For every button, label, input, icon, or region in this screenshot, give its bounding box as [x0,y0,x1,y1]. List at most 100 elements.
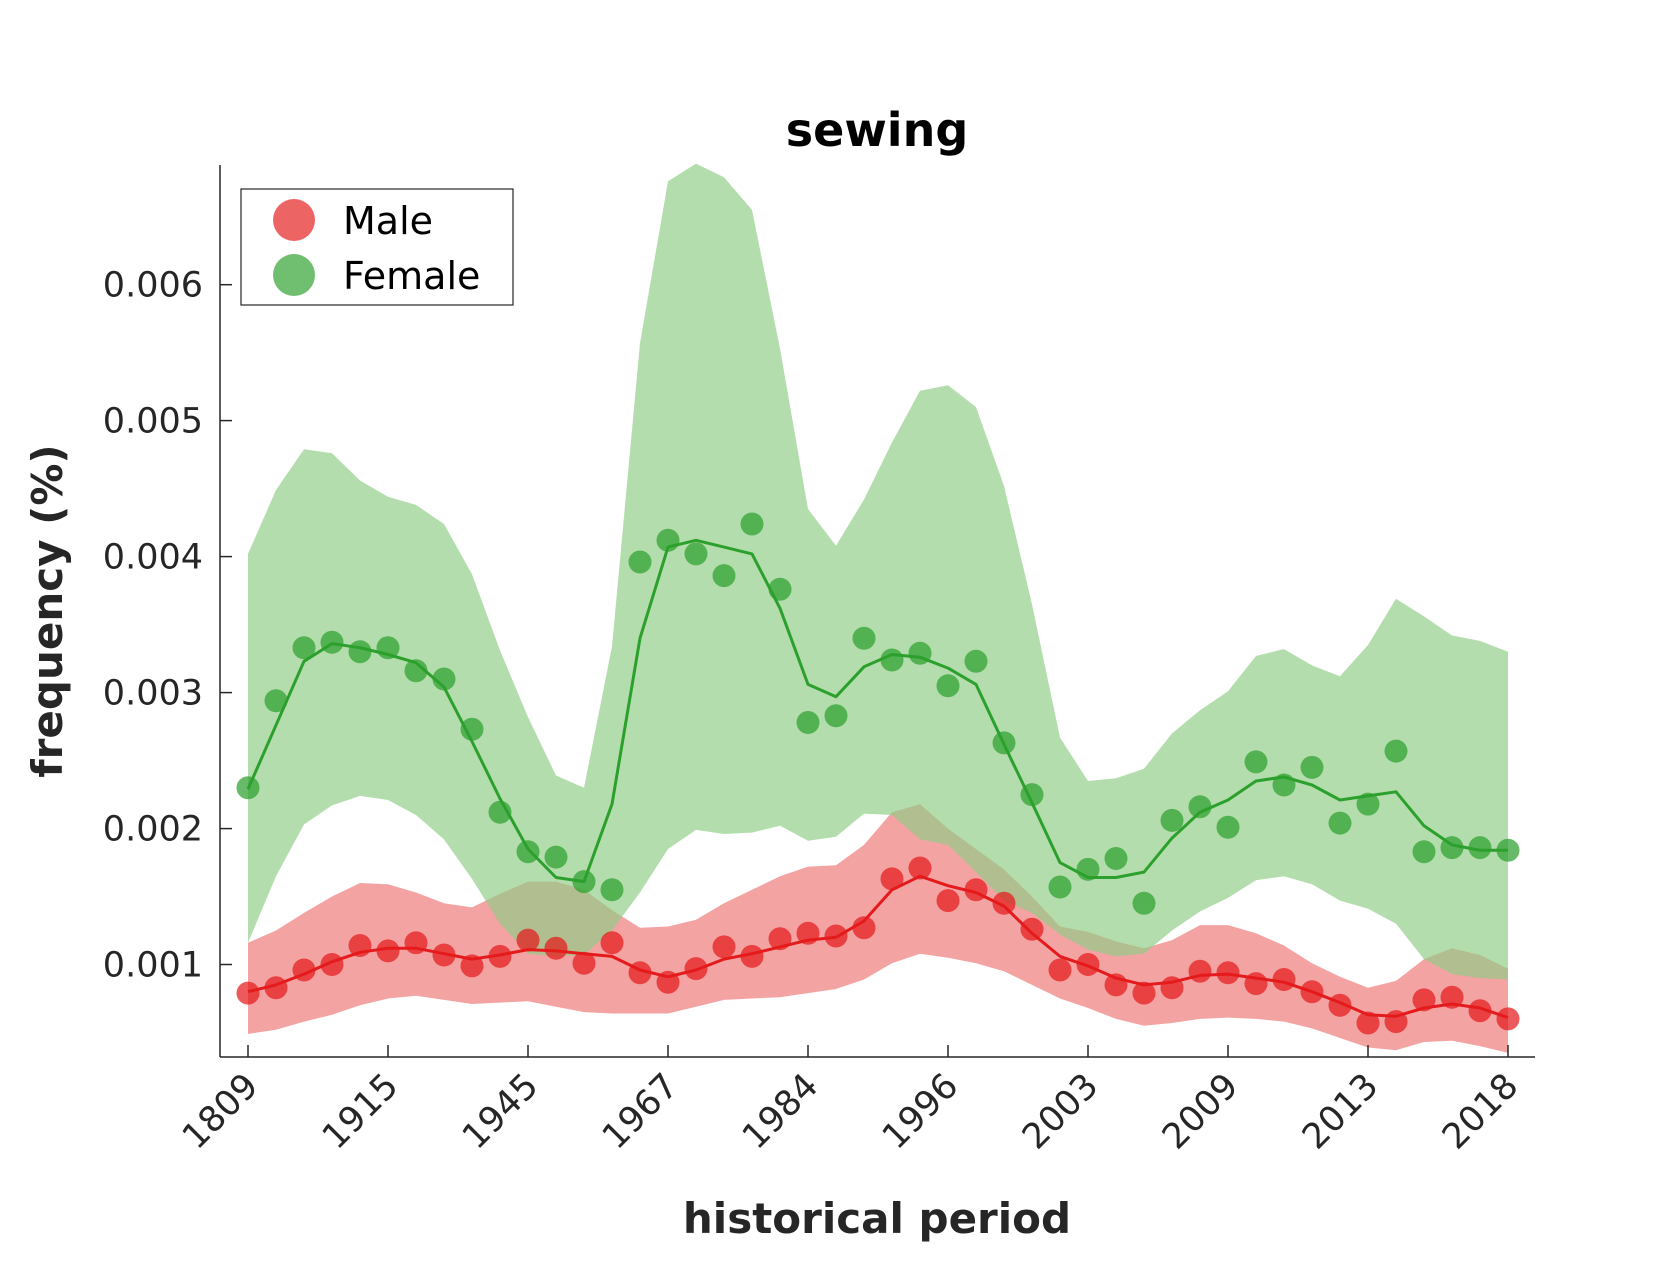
male-point [404,931,428,955]
male-point [1300,980,1324,1004]
male-point [684,957,708,981]
male-point [796,921,820,945]
male-point [236,981,260,1005]
male-point [1412,988,1436,1012]
female-point [1496,838,1520,862]
male-point [1020,917,1044,941]
male-point [264,976,288,1000]
x-tick-label: 2013 [1295,1066,1386,1157]
male-trend-line [247,874,1509,1020]
female-point [1020,783,1044,807]
data-points [236,512,1520,1035]
female-point [628,550,652,574]
female-point [824,704,848,728]
female-point [348,640,372,664]
male-point [1244,972,1268,996]
y-tick-label: 0.002 [103,810,203,850]
female-point [516,840,540,864]
female-point [964,649,988,673]
legend-marker-male [273,199,315,241]
female-point [1216,815,1240,839]
x-tick-label: 2018 [1435,1066,1526,1157]
male-point [544,936,568,960]
male-point [600,931,624,955]
male-point [1188,959,1212,983]
y-tick-label: 0.003 [103,674,203,714]
female-trend-line [246,538,1508,884]
female-point [264,689,288,713]
male-point [1048,958,1072,982]
female-point [796,711,820,734]
female-point [1132,891,1156,915]
male-point [1328,993,1352,1017]
female-point [992,731,1016,755]
male-point [460,954,484,978]
female-point [712,564,736,588]
female-point [936,674,960,698]
y-tick-label: 0.001 [103,946,203,986]
male-point [488,944,512,968]
female-point [656,528,680,552]
female-point [572,870,596,894]
male-point [1216,961,1240,985]
female-point [684,542,708,566]
female-confidence-band [248,163,1508,980]
x-tick-label: 1967 [595,1066,686,1157]
male-confidence-band [248,804,1508,1053]
male-point [992,891,1016,915]
male-point [1356,1011,1380,1035]
male-point [1160,976,1184,1000]
male-point [880,867,904,891]
male-point [768,927,792,951]
y-tick-label: 0.005 [103,402,203,442]
male-point [572,951,596,975]
male-point [1468,999,1492,1023]
female-point [1300,755,1324,779]
female-point [432,667,456,691]
male-point [1496,1007,1520,1031]
female-point [740,512,764,536]
female-point [852,626,876,650]
female-point [460,717,484,741]
female-point [908,641,932,665]
legend-label-female: Female [343,254,480,298]
male-point [964,878,988,902]
male-point [852,916,876,940]
female-point [1048,875,1072,899]
y-axis-label: frequency (%) [23,444,72,777]
female-point [1328,811,1352,835]
female-point [1272,773,1296,797]
female-point [1356,792,1380,816]
legend: Male Female [240,188,514,306]
legend-label-male: Male [343,199,433,243]
male-point [292,958,316,982]
male-point [1104,973,1128,997]
male-point [516,928,540,952]
male-point [936,889,960,913]
male-point [1132,981,1156,1005]
female-point [1468,836,1492,860]
x-tick-label: 1945 [455,1066,546,1157]
chart-title: sewing [786,103,969,157]
y-tick-label: 0.004 [103,538,203,578]
y-tick-label: 0.006 [103,266,203,306]
female-point [236,776,260,800]
male-point [628,961,652,985]
x-tick-label: 1984 [735,1066,826,1157]
female-point [404,659,428,683]
female-point [1160,808,1184,832]
axes [219,165,1535,1058]
male-point [1384,1010,1408,1034]
female-point [1244,750,1268,774]
confidence-bands [248,163,1508,1053]
x-tick-label: 2003 [1015,1066,1106,1157]
female-point [1188,795,1212,819]
x-tick-label: 1915 [315,1066,406,1157]
legend-marker-female [273,254,315,296]
female-point [292,636,316,660]
female-point [1412,840,1436,864]
male-point [348,934,372,957]
female-point [1440,836,1464,860]
x-tick-label: 1996 [875,1066,966,1157]
male-point [712,935,736,959]
